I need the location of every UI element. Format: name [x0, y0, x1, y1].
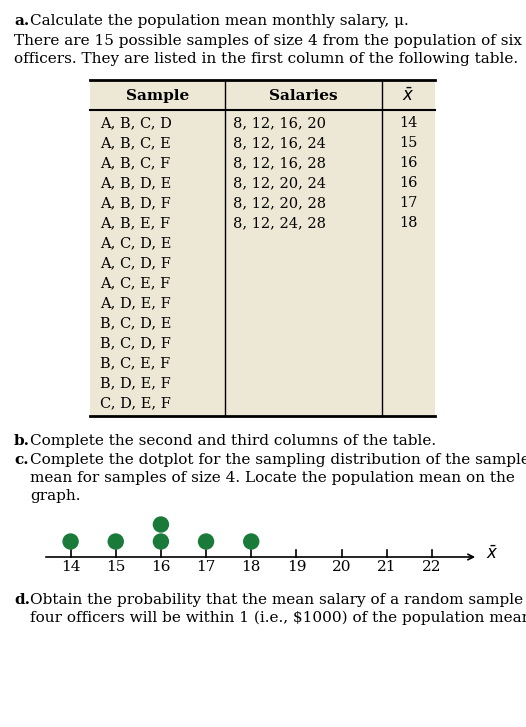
- Text: 22: 22: [422, 560, 442, 574]
- Text: A, B, E, F: A, B, E, F: [100, 216, 170, 230]
- Text: 19: 19: [287, 560, 306, 574]
- Text: B, D, E, F: B, D, E, F: [100, 376, 171, 390]
- Text: 16: 16: [399, 176, 418, 190]
- Text: 17: 17: [196, 560, 216, 574]
- Text: A, B, C, E: A, B, C, E: [100, 136, 171, 150]
- Text: $\bar{x}$: $\bar{x}$: [402, 87, 414, 105]
- Text: A, B, D, F: A, B, D, F: [100, 196, 171, 210]
- Text: d.: d.: [14, 593, 30, 607]
- Circle shape: [63, 534, 78, 549]
- Text: Complete the dotplot for the sampling distribution of the sample: Complete the dotplot for the sampling di…: [30, 453, 526, 467]
- Text: 17: 17: [399, 196, 418, 210]
- Circle shape: [244, 534, 259, 549]
- Text: mean for samples of size 4. Locate the population mean on the: mean for samples of size 4. Locate the p…: [30, 471, 515, 485]
- Text: 8, 12, 16, 24: 8, 12, 16, 24: [233, 136, 326, 150]
- Text: graph.: graph.: [30, 489, 80, 503]
- Text: b.: b.: [14, 434, 30, 448]
- Text: 8, 12, 20, 24: 8, 12, 20, 24: [233, 176, 326, 190]
- Text: A, C, D, F: A, C, D, F: [100, 256, 171, 270]
- Text: Salaries: Salaries: [269, 89, 338, 103]
- Text: 14: 14: [399, 116, 418, 130]
- Text: 15: 15: [399, 136, 418, 150]
- Circle shape: [198, 534, 214, 549]
- Text: B, C, D, F: B, C, D, F: [100, 336, 171, 350]
- Text: 16: 16: [151, 560, 170, 574]
- Text: 8, 12, 20, 28: 8, 12, 20, 28: [233, 196, 326, 210]
- Text: A, B, D, E: A, B, D, E: [100, 176, 171, 190]
- Text: 21: 21: [377, 560, 397, 574]
- Bar: [90, 80, 435, 416]
- Text: Obtain the probability that the mean salary of a random sample of: Obtain the probability that the mean sal…: [30, 593, 526, 607]
- Text: 18: 18: [241, 560, 261, 574]
- Circle shape: [154, 534, 168, 549]
- Text: 15: 15: [106, 560, 125, 574]
- Text: A, B, C, F: A, B, C, F: [100, 156, 170, 170]
- Text: 8, 12, 24, 28: 8, 12, 24, 28: [233, 216, 326, 230]
- Text: c.: c.: [14, 453, 28, 467]
- Text: B, C, E, F: B, C, E, F: [100, 356, 170, 370]
- Text: Calculate the population mean monthly salary, μ.: Calculate the population mean monthly sa…: [30, 14, 409, 28]
- Text: A, C, E, F: A, C, E, F: [100, 276, 170, 290]
- Text: officers. They are listed in the first column of the following table.: officers. They are listed in the first c…: [14, 52, 518, 66]
- Text: There are 15 possible samples of size 4 from the population of six: There are 15 possible samples of size 4 …: [14, 34, 522, 48]
- Text: A, C, D, E: A, C, D, E: [100, 236, 171, 250]
- Text: four officers will be within 1 (i.e., $1000) of the population mean.: four officers will be within 1 (i.e., $1…: [30, 611, 526, 625]
- Text: A, D, E, F: A, D, E, F: [100, 296, 171, 310]
- Text: 16: 16: [399, 156, 418, 170]
- Circle shape: [154, 517, 168, 532]
- Text: 14: 14: [61, 560, 80, 574]
- Text: 8, 12, 16, 20: 8, 12, 16, 20: [233, 116, 326, 130]
- Text: C, D, E, F: C, D, E, F: [100, 396, 171, 410]
- Text: 8, 12, 16, 28: 8, 12, 16, 28: [233, 156, 326, 170]
- Text: A, B, C, D: A, B, C, D: [100, 116, 172, 130]
- Text: 18: 18: [399, 216, 418, 230]
- Text: Sample: Sample: [126, 89, 189, 103]
- Text: B, C, D, E: B, C, D, E: [100, 316, 171, 330]
- Text: Complete the second and third columns of the table.: Complete the second and third columns of…: [30, 434, 436, 448]
- Text: a.: a.: [14, 14, 29, 28]
- Text: 20: 20: [332, 560, 351, 574]
- Text: $\bar{x}$: $\bar{x}$: [486, 545, 499, 563]
- Circle shape: [108, 534, 123, 549]
